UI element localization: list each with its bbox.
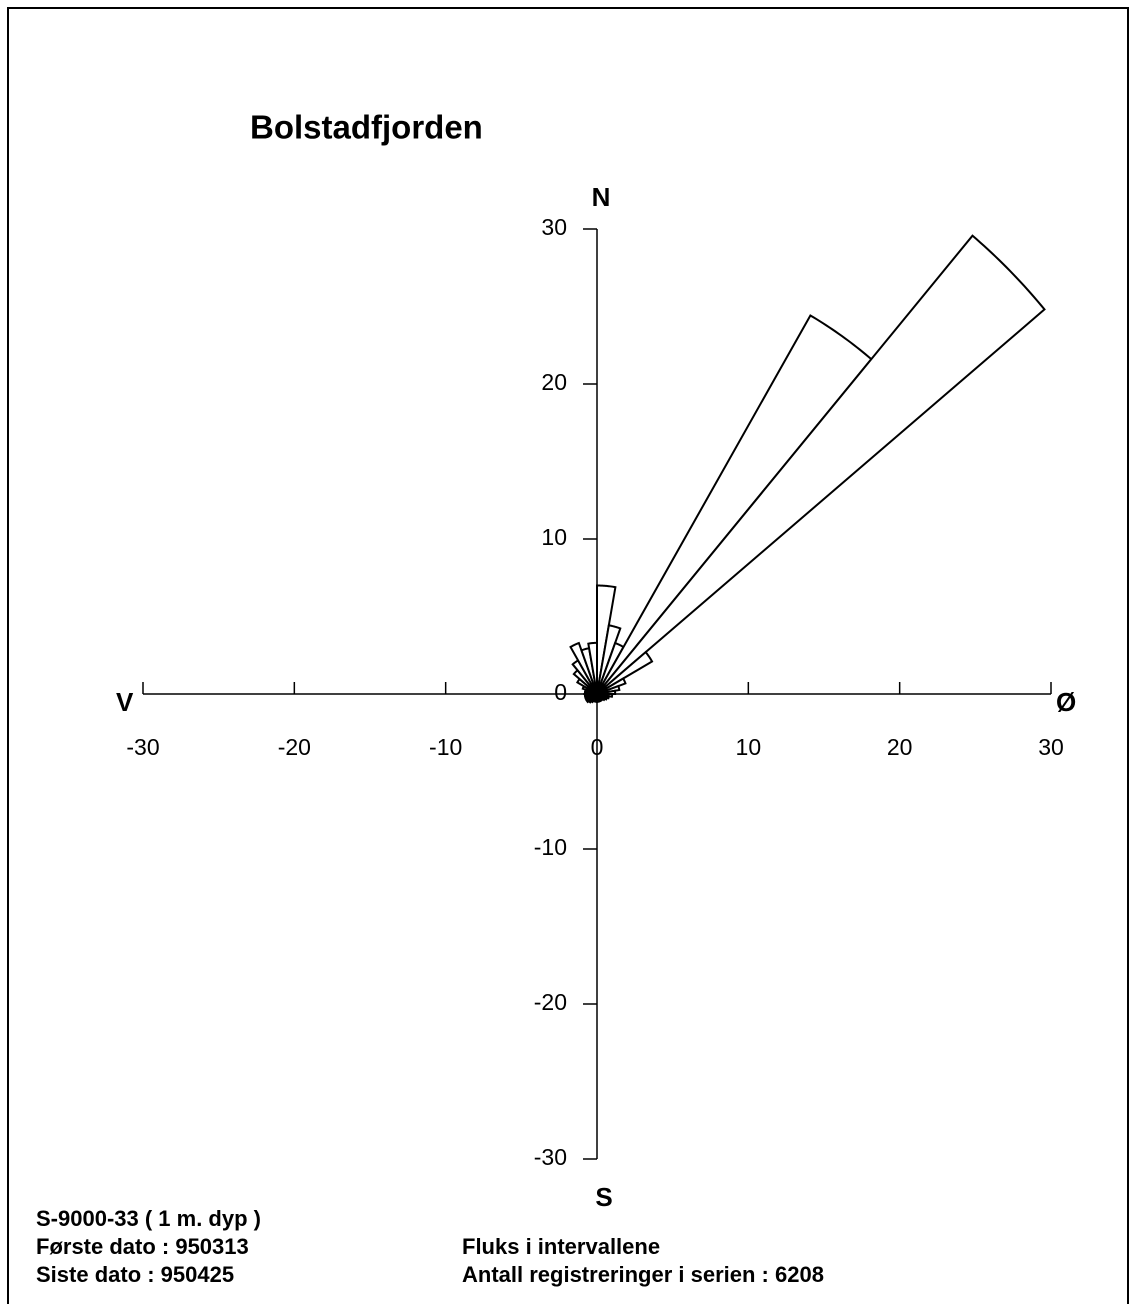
sector [587,641,598,695]
y-tick-label: 10 [541,524,567,550]
footer-text: Første dato : 950313 [36,1234,249,1259]
sector [580,647,598,695]
west-label: V [116,687,134,717]
x-tick-label: 10 [736,734,762,760]
footer-text: S-9000-33 ( 1 m. dyp ) [36,1206,261,1231]
sector [596,650,654,695]
frame [7,7,1129,1304]
footer-text: Fluks i intervallene [462,1234,660,1259]
footer-text: Siste dato : 950425 [36,1262,234,1287]
y-tick-label: -20 [534,989,567,1015]
south-label: S [595,1182,612,1212]
x-tick-label: 30 [1038,734,1064,760]
north-label: N [592,182,611,212]
y-tick-label: 20 [541,369,567,395]
x-tick-label: 20 [887,734,913,760]
sector [569,641,598,695]
east-label: Ø [1056,687,1076,717]
sector [596,234,1046,695]
y-tick-label: -30 [534,1144,567,1170]
x-tick-label: -10 [429,734,462,760]
y-tick-label: -10 [534,834,567,860]
sector [596,314,873,695]
x-tick-label: 0 [591,734,604,760]
y-tick-label: 0 [554,679,567,705]
footer-text: Antall registreringer i serien : 6208 [462,1262,824,1287]
sector [596,677,627,695]
chart-title: Bolstadfjorden [250,109,483,146]
x-tick-label: -30 [126,734,159,760]
x-tick-label: -20 [278,734,311,760]
y-tick-label: 30 [541,214,567,240]
